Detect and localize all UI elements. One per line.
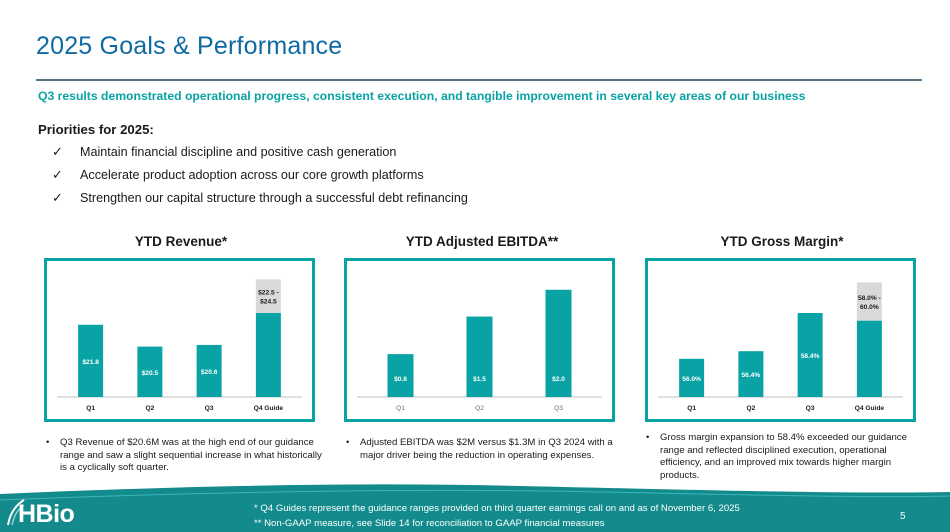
bar-q3 bbox=[797, 313, 823, 397]
tick-label: Q3 bbox=[806, 405, 815, 412]
ebitda-chart-title: YTD Adjusted EBITDA** bbox=[405, 234, 559, 249]
tick-label: Q2 bbox=[475, 405, 484, 412]
note-text: Q3 Revenue of $20.6M was at the high end… bbox=[60, 437, 322, 473]
footnote-guidance: * Q4 Guides represent the guidance range… bbox=[254, 503, 740, 514]
data-label: $21.8 bbox=[82, 359, 99, 366]
bullet-icon: • bbox=[646, 432, 650, 443]
bar-q2 bbox=[466, 316, 493, 397]
guidance-range-bar bbox=[856, 282, 882, 321]
data-label: $22.5 -$24.5 bbox=[258, 290, 279, 306]
data-label: 58.0% -60.0% bbox=[858, 295, 881, 311]
tick-label: Q2 bbox=[145, 405, 154, 412]
hbio-logo-mark-icon bbox=[7, 499, 25, 526]
check-icon: ✓ bbox=[52, 190, 63, 205]
data-label: $20.5 bbox=[142, 370, 159, 377]
list-item: ✓ Strengthen our capital structure throu… bbox=[52, 191, 468, 214]
ebitda-note: • Adjusted EBITDA was $2M versus $1.3M i… bbox=[346, 437, 626, 462]
ebitda-chart-panel: $0.8 Q1 $1.5 Q2 $2.0 Q3 bbox=[344, 258, 615, 422]
list-item: ✓ Maintain financial discipline and posi… bbox=[52, 145, 468, 168]
page-number: 5 bbox=[900, 511, 906, 522]
title-divider bbox=[36, 79, 922, 81]
ebitda-chart: $0.8 Q1 $1.5 Q2 $2.0 Q3 bbox=[357, 289, 602, 412]
data-label: $0.8 bbox=[394, 376, 407, 383]
bar-q1 bbox=[387, 354, 414, 397]
tick-label: Q3 bbox=[205, 405, 214, 412]
data-label: $20.6 bbox=[201, 369, 218, 376]
check-icon: ✓ bbox=[52, 144, 63, 159]
data-label: $1.5 bbox=[473, 376, 486, 383]
guidance-range-bar bbox=[255, 279, 281, 313]
priorities-heading: Priorities for 2025: bbox=[38, 122, 154, 137]
bullet-icon: • bbox=[46, 437, 50, 448]
page-subtitle: Q3 results demonstrated operational prog… bbox=[38, 89, 806, 103]
gross-margin-chart-panel: 56.0% Q1 56.4% Q2 58.4% Q3 58.0% -60.0% Q4 Guid… bbox=[645, 258, 916, 422]
bullet-icon: • bbox=[346, 437, 350, 448]
tick-label: Q4 Guide bbox=[855, 405, 885, 412]
tick-label: Q4 Guide bbox=[254, 405, 284, 412]
data-label: 56.0% bbox=[682, 376, 701, 383]
bar-q3 bbox=[545, 289, 572, 397]
note-text: Adjusted EBITDA was $2M versus $1.3M in … bbox=[360, 437, 613, 461]
list-item: ✓ Accelerate product adoption across our… bbox=[52, 168, 468, 191]
gross-margin-chart: 56.0% Q1 56.4% Q2 58.4% Q3 58.0% -60.0% Q4 Guid… bbox=[658, 282, 903, 412]
priority-text: Strengthen our capital structure through… bbox=[80, 191, 468, 205]
bar-q2 bbox=[137, 346, 163, 397]
tick-label: Q3 bbox=[554, 405, 563, 412]
revenue-chart-title: YTD Revenue* bbox=[134, 234, 228, 249]
bar-q4-guide bbox=[856, 320, 882, 397]
gross-margin-note: • Gross margin expansion to 58.4% exceed… bbox=[646, 432, 922, 482]
tick-label: Q1 bbox=[86, 405, 95, 412]
tick-label: Q1 bbox=[396, 405, 405, 412]
bar-q1 bbox=[679, 358, 705, 397]
revenue-chart-panel: $21.8 Q1 $20.5 Q2 $20.6 Q3 $22.5 -$24.5 Q4 Guid… bbox=[44, 258, 315, 422]
footer-wave bbox=[0, 484, 950, 532]
tick-label: Q2 bbox=[746, 405, 755, 412]
bar-q2 bbox=[738, 351, 764, 397]
hbio-logo: HBio bbox=[18, 500, 75, 528]
bar-q4-guide bbox=[255, 313, 281, 397]
data-label: 56.4% bbox=[742, 372, 761, 379]
check-icon: ✓ bbox=[52, 167, 63, 182]
data-label: $2.0 bbox=[552, 376, 565, 383]
data-label: 58.4% bbox=[801, 353, 820, 360]
priority-text: Accelerate product adoption across our c… bbox=[80, 168, 424, 182]
note-text: Gross margin expansion to 58.4% exceeded… bbox=[660, 432, 907, 481]
bar-q3 bbox=[196, 344, 222, 397]
page-title: 2025 Goals & Performance bbox=[36, 32, 343, 60]
tick-label: Q1 bbox=[687, 405, 696, 412]
gross-margin-chart-title: YTD Gross Margin* bbox=[720, 234, 844, 249]
bar-q1 bbox=[78, 324, 104, 397]
priority-text: Maintain financial discipline and positi… bbox=[80, 145, 397, 159]
revenue-chart: $21.8 Q1 $20.5 Q2 $20.6 Q3 $22.5 -$24.5 Q4 Guid… bbox=[57, 279, 302, 412]
footnote-non-gaap: ** Non-GAAP measure, see Slide 14 for re… bbox=[254, 518, 605, 529]
priorities-list: ✓ Maintain financial discipline and posi… bbox=[52, 145, 468, 214]
revenue-note: • Q3 Revenue of $20.6M was at the high e… bbox=[46, 437, 322, 475]
